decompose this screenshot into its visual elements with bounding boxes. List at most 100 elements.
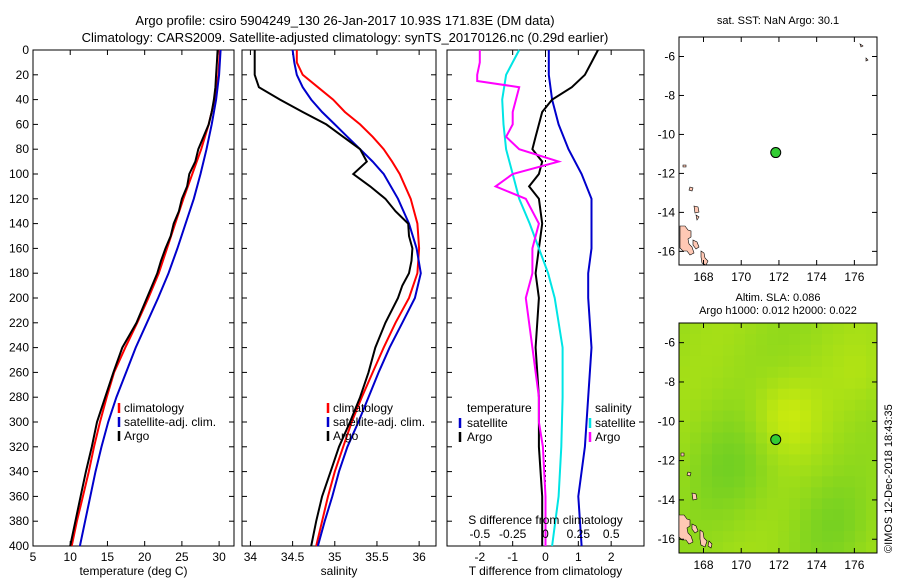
x-tick-label: 5 bbox=[30, 550, 37, 564]
sla-cell bbox=[734, 443, 746, 455]
sla-cell bbox=[778, 509, 790, 521]
difference-panel: -2 -1 0 1 2T difference from climatology -0.5… bbox=[446, 49, 645, 578]
sla-cell bbox=[679, 377, 691, 390]
sla-cell bbox=[800, 443, 812, 455]
x-axis-label: temperature (deg C) bbox=[79, 564, 187, 578]
depth-tick-label: 60 bbox=[16, 117, 30, 131]
sla-cell bbox=[690, 542, 702, 553]
sla-cell bbox=[734, 366, 746, 379]
sla-cell bbox=[701, 333, 713, 346]
sla-cell bbox=[701, 509, 713, 521]
sla-cell bbox=[712, 443, 724, 455]
sla-cell bbox=[811, 542, 823, 553]
sla-cell bbox=[822, 465, 834, 477]
sla-cell bbox=[866, 410, 877, 423]
sla-cell bbox=[679, 388, 691, 401]
sla-cell bbox=[866, 355, 877, 368]
sla-cell bbox=[866, 432, 877, 444]
sla-cell bbox=[690, 432, 702, 444]
sla-cell bbox=[822, 454, 834, 466]
sla-cell bbox=[844, 531, 856, 543]
sla-cell bbox=[866, 498, 877, 510]
sla-cell bbox=[800, 377, 812, 390]
sla-cell bbox=[789, 487, 801, 499]
sla-cell bbox=[701, 432, 713, 444]
legend-label: satellite bbox=[467, 416, 508, 430]
s-tick-label: -0.5 bbox=[469, 527, 490, 541]
sla-map-subtitle: Argo h1000: 0.012 h2000: 0.022 bbox=[699, 305, 857, 317]
sla-cell bbox=[734, 333, 746, 346]
sla-cell bbox=[712, 498, 724, 510]
sla-cell bbox=[679, 355, 691, 368]
sla-cell bbox=[833, 388, 845, 401]
sla-cell bbox=[822, 355, 834, 368]
depth-tick-label: 320 bbox=[9, 440, 29, 454]
sla-cell bbox=[745, 498, 757, 510]
sla-cell bbox=[822, 542, 834, 553]
sla-cell bbox=[822, 498, 834, 510]
sla-cell bbox=[712, 355, 724, 368]
sla-cell bbox=[844, 355, 856, 368]
sla-cell bbox=[844, 498, 856, 510]
sla-cell bbox=[811, 421, 823, 434]
sla-cell bbox=[833, 454, 845, 466]
sla-cell bbox=[844, 366, 856, 379]
sla-cell bbox=[866, 476, 877, 488]
sla-cell bbox=[778, 323, 790, 335]
sla-cell bbox=[811, 333, 823, 346]
sla-map-frame bbox=[678, 322, 878, 554]
map-y-tick-label: -16 bbox=[658, 532, 676, 546]
sla-cell bbox=[833, 520, 845, 532]
sla-cell bbox=[690, 344, 702, 357]
x-tick-label: 25 bbox=[175, 550, 189, 564]
sla-cell bbox=[778, 542, 790, 553]
x-tick-label: 34 bbox=[244, 550, 258, 564]
sst-map-panel: sat. SST: NaN Argo: 30.1 168 170 172 174 176… bbox=[658, 15, 878, 284]
map-x-tick-label: 170 bbox=[731, 270, 751, 284]
sla-cell bbox=[800, 323, 812, 335]
sla-cell bbox=[866, 542, 877, 553]
sla-cell bbox=[844, 487, 856, 499]
series-line-temperature-argo bbox=[527, 49, 599, 546]
sla-cell bbox=[844, 399, 856, 412]
sla-cell bbox=[811, 531, 823, 543]
sla-cell bbox=[745, 531, 757, 543]
sla-cell bbox=[778, 465, 790, 477]
sla-cell bbox=[855, 344, 867, 357]
sla-cell bbox=[679, 323, 691, 335]
sla-cell bbox=[811, 323, 823, 335]
sla-cell bbox=[800, 487, 812, 499]
sla-cell bbox=[723, 542, 735, 553]
sla-cell bbox=[690, 377, 702, 390]
map-y-tick-label: -8 bbox=[664, 375, 675, 389]
sla-cell bbox=[756, 399, 768, 412]
sla-cell bbox=[833, 333, 845, 346]
sla-cell bbox=[778, 498, 790, 510]
sla-cell bbox=[712, 465, 724, 477]
sla-cell bbox=[756, 323, 768, 335]
depth-tick-label: 160 bbox=[9, 241, 29, 255]
sla-cell bbox=[844, 476, 856, 488]
sla-cell bbox=[789, 366, 801, 379]
sla-cell bbox=[822, 487, 834, 499]
sla-cell bbox=[800, 465, 812, 477]
sla-cell bbox=[690, 476, 702, 488]
sla-cell bbox=[679, 509, 691, 521]
sla-cell bbox=[756, 454, 768, 466]
sla-cell bbox=[855, 542, 867, 553]
sla-cell bbox=[767, 355, 779, 368]
depth-tick-label: 280 bbox=[9, 390, 29, 404]
sla-cell bbox=[844, 344, 856, 357]
sla-cell bbox=[767, 465, 779, 477]
sla-cell bbox=[679, 432, 691, 444]
sla-cell bbox=[723, 509, 735, 521]
sla-cell bbox=[745, 476, 757, 488]
sla-cell bbox=[800, 388, 812, 401]
x-tick-label: 35 bbox=[328, 550, 342, 564]
map-x-tick-label: 176 bbox=[844, 558, 864, 572]
sla-cell bbox=[789, 421, 801, 434]
sla-cell bbox=[789, 531, 801, 543]
sla-cell bbox=[756, 432, 768, 444]
legend-label: climatology bbox=[124, 401, 184, 415]
